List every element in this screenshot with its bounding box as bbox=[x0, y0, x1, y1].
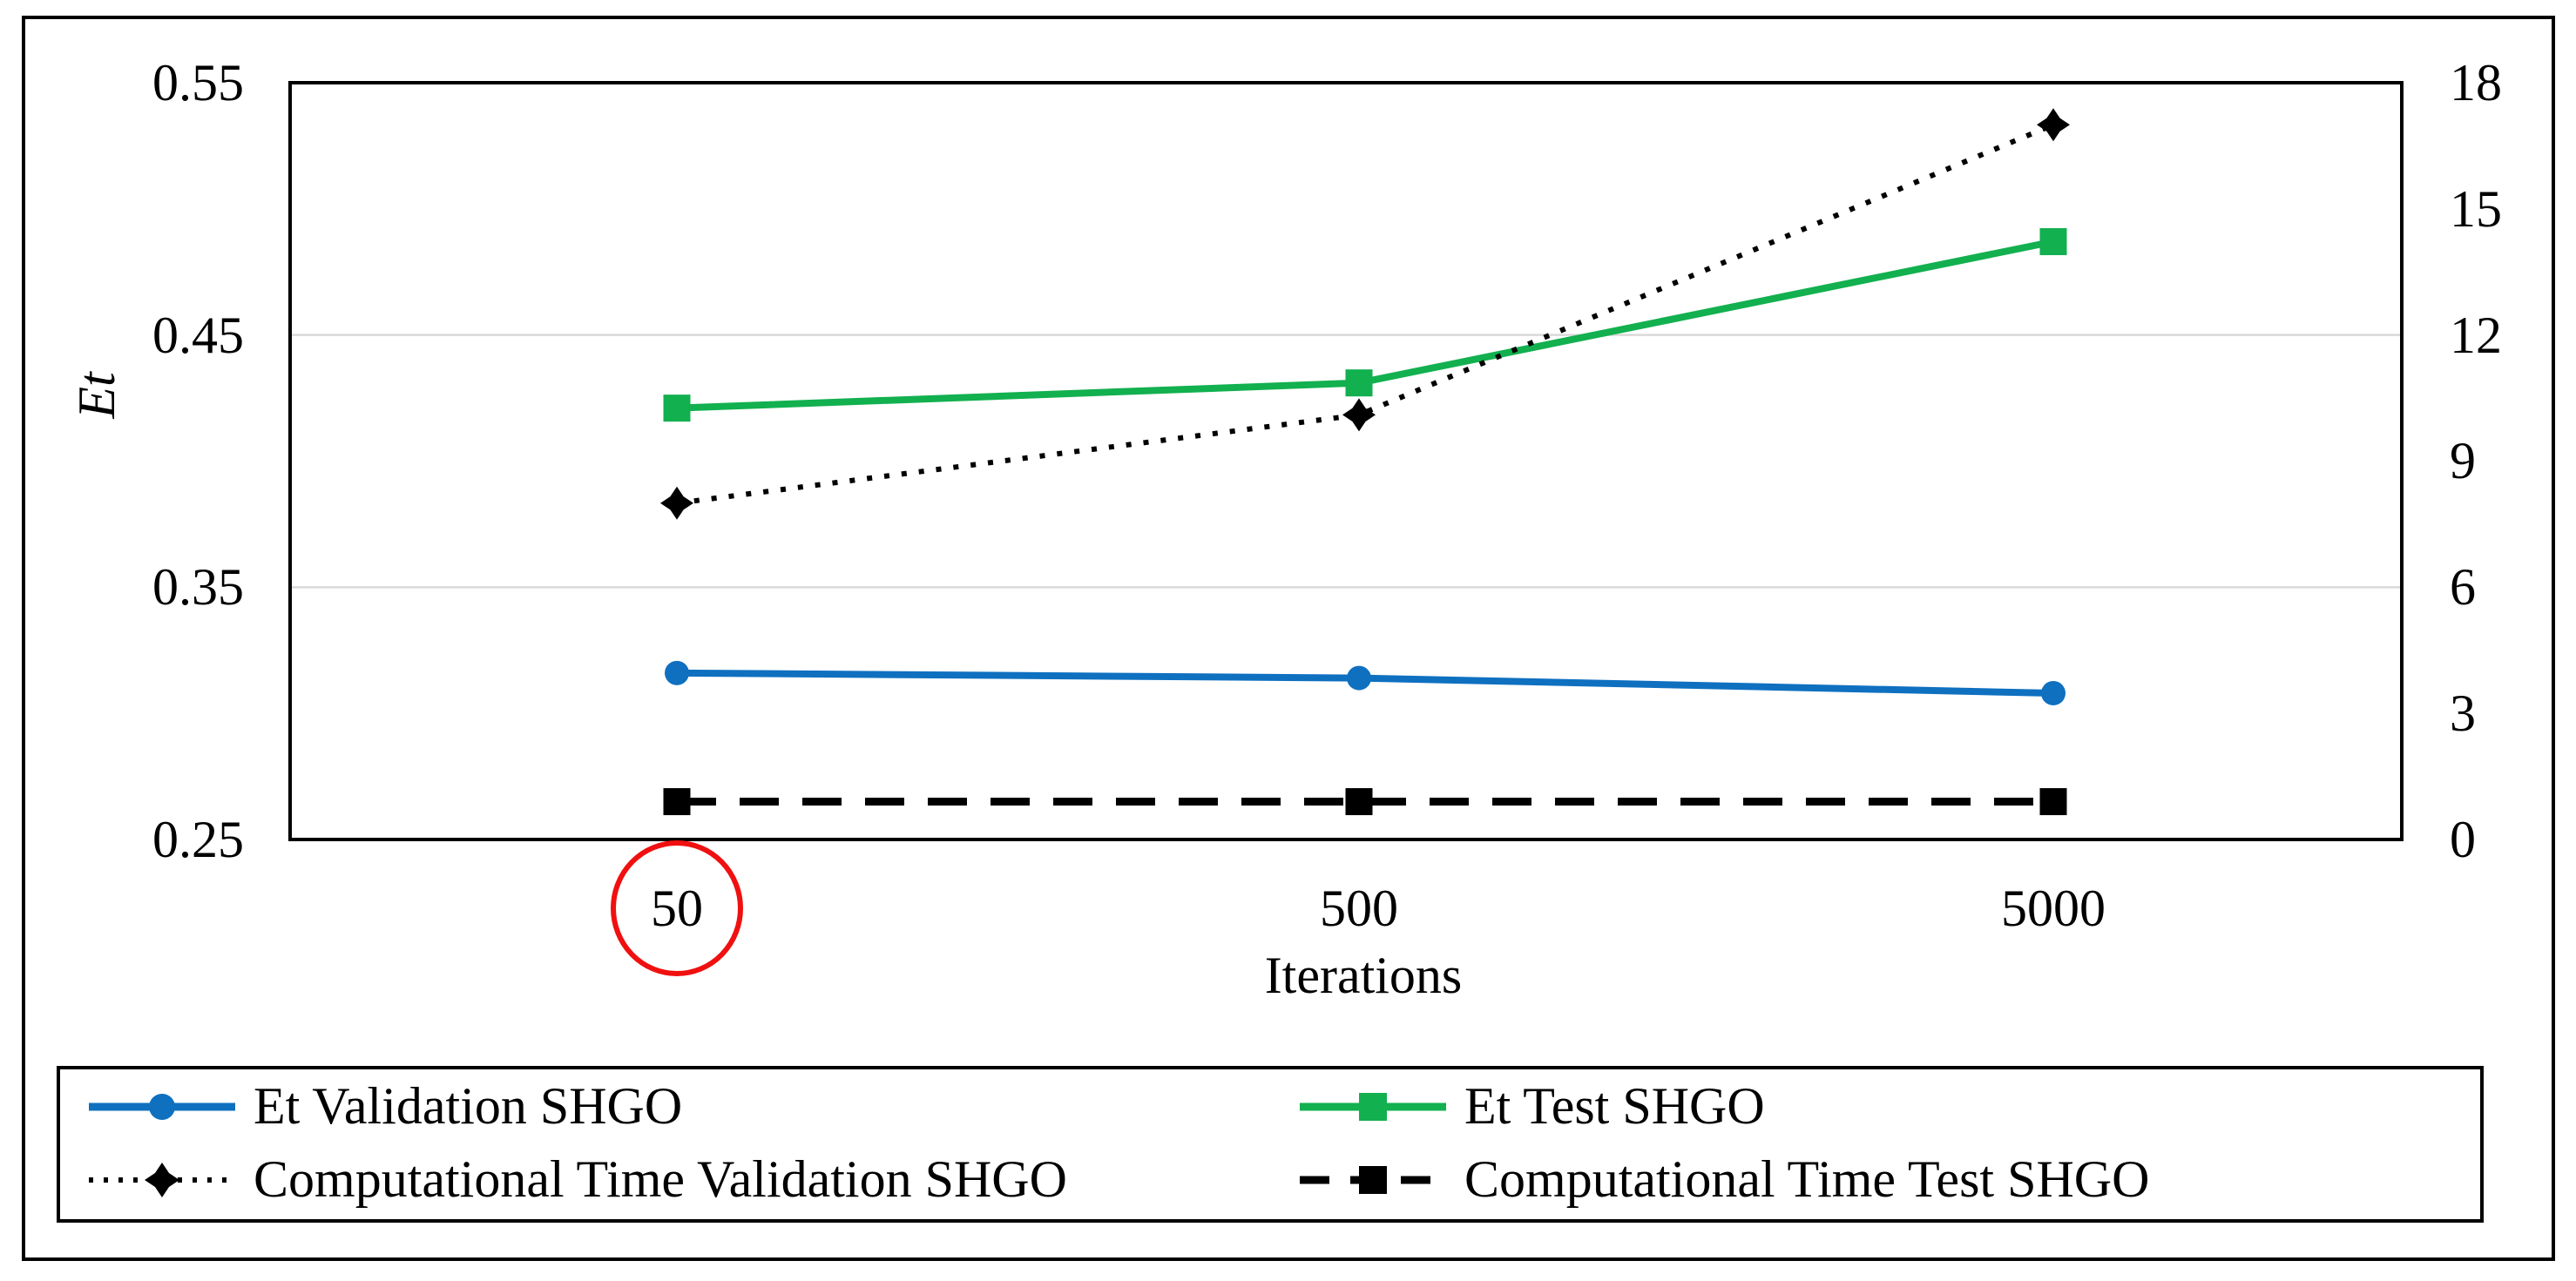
legend-label: Computational Time Validation SHGO bbox=[254, 1150, 1067, 1208]
y-right-tick-5: 3 bbox=[2450, 684, 2476, 742]
y-right-tick-2: 12 bbox=[2450, 307, 2502, 364]
y-left-tick-3: 0.25 bbox=[152, 811, 244, 868]
series-0-marker-1 bbox=[1347, 665, 1371, 691]
annotation-ellipse bbox=[611, 840, 743, 976]
series-line-2 bbox=[676, 122, 2055, 506]
y-right-tick-4: 6 bbox=[2450, 558, 2476, 616]
y-right-tick-0: 18 bbox=[2450, 54, 2502, 111]
legend-sample-et-test bbox=[1300, 1093, 1446, 1121]
figure-border bbox=[22, 16, 2555, 1261]
legend-marker-star bbox=[145, 1163, 179, 1197]
y-left-tick-2: 0.35 bbox=[152, 558, 244, 616]
series-1-marker-1 bbox=[1345, 369, 1373, 397]
x-tick-50: 50 bbox=[651, 880, 703, 937]
series-1-marker-0 bbox=[663, 394, 691, 422]
legend-item-et-validation: Et Validation SHGO bbox=[87, 1069, 682, 1143]
plot-border bbox=[288, 81, 2404, 841]
y-left-tick-1: 0.45 bbox=[152, 307, 244, 364]
series-3-marker-0 bbox=[663, 788, 691, 816]
y-right-tick-3: 9 bbox=[2450, 432, 2476, 489]
x-axis-title: Iterations bbox=[1264, 947, 1463, 1004]
legend-sample-comp-time-validation bbox=[89, 1163, 235, 1197]
y-right-tick-1: 15 bbox=[2450, 180, 2502, 238]
x-tick-500: 500 bbox=[1320, 880, 1398, 937]
series-2-marker-2 bbox=[2037, 108, 2070, 142]
series-2-marker-0 bbox=[660, 486, 693, 520]
y-axis-title: Et bbox=[68, 372, 125, 419]
legend-marker-square bbox=[1359, 1093, 1387, 1121]
legend-sample-comp-time-test bbox=[1300, 1166, 1446, 1194]
legend-marker-circle bbox=[149, 1094, 175, 1120]
series-3-marker-1 bbox=[1345, 788, 1373, 816]
series-0-marker-2 bbox=[2041, 680, 2066, 705]
legend-item-et-test: Et Test SHGO bbox=[1298, 1069, 1765, 1143]
legend-label: Et Validation SHGO bbox=[254, 1077, 683, 1135]
series-2-marker-1 bbox=[1342, 398, 1376, 432]
legend-item-comp-time-validation: Computational Time Validation SHGO bbox=[87, 1143, 1067, 1216]
series-1-marker-2 bbox=[2039, 227, 2067, 255]
y-left-tick-0: 0.55 bbox=[152, 54, 244, 111]
x-tick-5000: 5000 bbox=[2001, 880, 2106, 937]
legend-label: Et Test SHGO bbox=[1464, 1077, 1765, 1135]
series-0-marker-0 bbox=[665, 660, 689, 685]
y-right-tick-6: 0 bbox=[2450, 811, 2476, 868]
legend-box: Et Validation SHGO Computational Time Va… bbox=[57, 1066, 2484, 1223]
legend-marker-square bbox=[1359, 1166, 1387, 1194]
series-3-marker-2 bbox=[2039, 788, 2067, 816]
legend-label: Computational Time Test SHGO bbox=[1464, 1150, 2150, 1208]
legend-sample-et-validation bbox=[89, 1094, 235, 1120]
legend-item-comp-time-test: Computational Time Test SHGO bbox=[1298, 1143, 2149, 1216]
